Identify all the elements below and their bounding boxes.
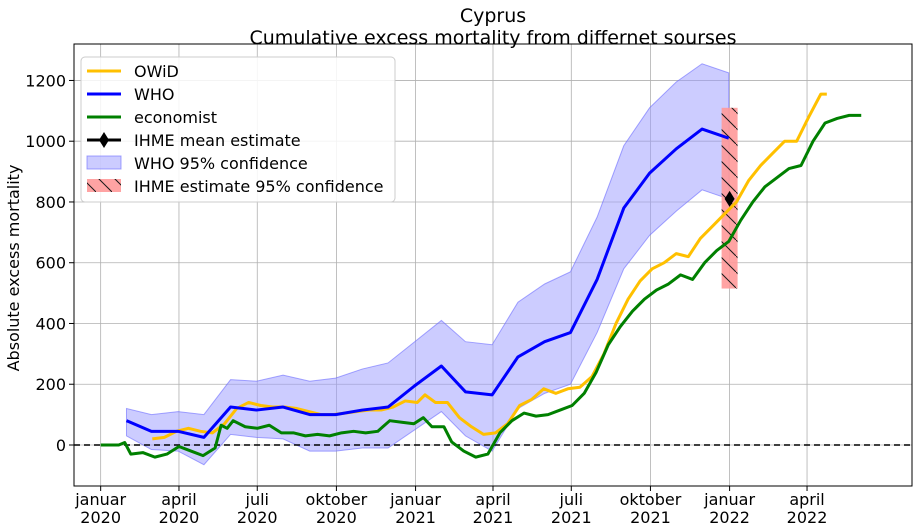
x-tick-label: 2021	[630, 508, 671, 527]
legend-swatch-marker	[99, 132, 109, 148]
x-tick-label: oktober	[620, 490, 682, 509]
x-tick-label: januar	[389, 490, 441, 509]
chart-title: Cyprus	[460, 5, 526, 27]
legend: OWiD WHO economist IHME mean estimate WHO 95…	[80, 56, 396, 203]
x-tick-label: 2022	[787, 508, 828, 527]
x-tick-label: april	[161, 490, 196, 509]
legend-frame	[80, 56, 396, 203]
x-axis-ticks: januar2020april2020juli2020oktober2020ja…	[74, 486, 827, 527]
x-tick-label: 2020	[237, 508, 278, 527]
y-tick-label: 1200	[25, 71, 66, 90]
data-series	[100, 92, 862, 459]
series-line-who	[125, 127, 730, 439]
series-line-economist	[100, 113, 862, 459]
x-tick-label: 2021	[473, 508, 514, 527]
x-tick-label: juli	[559, 490, 583, 509]
x-tick-label: 2021	[395, 508, 436, 527]
legend-label: WHO 95% confidence	[134, 154, 308, 173]
legend-swatch-band	[86, 155, 122, 170]
legend-label: IHME mean estimate	[134, 131, 301, 150]
y-tick-label: 200	[35, 375, 66, 394]
y-tick-label: 0	[56, 436, 66, 455]
x-tick-label: januar	[74, 490, 126, 509]
legend-swatch-hatch	[87, 179, 121, 192]
legend-label: IHME estimate 95% confidence	[134, 177, 383, 196]
legend-label: economist	[134, 108, 217, 127]
x-tick-label: 2020	[80, 508, 121, 527]
x-tick-label: 2020	[159, 508, 200, 527]
data-markers	[724, 190, 735, 207]
x-tick-label: oktober	[306, 490, 368, 509]
y-axis-label: Absolute excess mortality	[4, 165, 23, 372]
x-tick-label: april	[789, 490, 824, 509]
legend-label: OWiD	[134, 62, 179, 81]
legend-label: WHO	[134, 85, 174, 104]
y-tick-label: 1000	[25, 132, 66, 151]
y-tick-label: 600	[35, 254, 66, 273]
x-tick-label: juli	[245, 490, 269, 509]
x-tick-label: 2021	[551, 508, 592, 527]
ihme-mean-marker	[724, 190, 735, 207]
series-line-owid	[152, 92, 827, 441]
x-tick-label: januar	[703, 490, 755, 509]
x-tick-label: april	[475, 490, 510, 509]
y-axis-ticks: 0 200 400 600 800 1000 1200	[25, 71, 74, 455]
y-tick-label: 800	[35, 193, 66, 212]
x-tick-label: 2020	[316, 508, 357, 527]
x-tick-label: 2022	[709, 508, 750, 527]
y-tick-label: 400	[35, 314, 66, 333]
